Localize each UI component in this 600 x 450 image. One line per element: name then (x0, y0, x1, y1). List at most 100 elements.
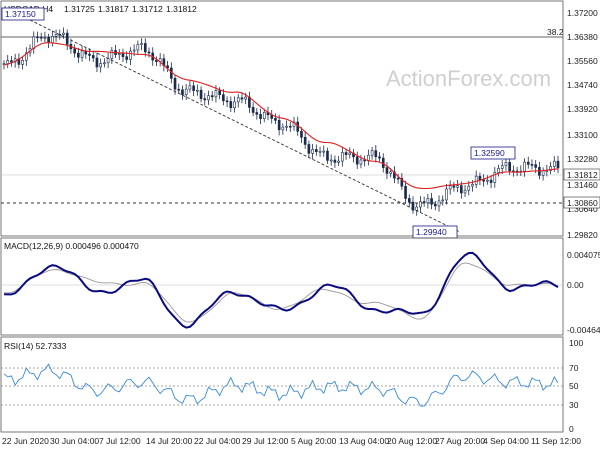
x-tick: 22 Jun 2020 (2, 436, 49, 446)
rsi-y-tick: 70 (569, 363, 579, 373)
candle (99, 58, 102, 73)
candle-body (259, 114, 262, 119)
candle-body (411, 201, 415, 211)
candle-body (32, 36, 36, 49)
candle (158, 53, 162, 67)
candle (497, 164, 500, 177)
price-y-tick: 1.35560 (567, 56, 598, 66)
candle (51, 30, 54, 47)
candle (318, 146, 322, 157)
rsi-panel-frame (0, 336, 564, 433)
candle (266, 106, 270, 121)
macd-signal-line (3, 262, 559, 323)
rsi-y-tick: 100 (569, 338, 583, 348)
candle (259, 108, 262, 125)
candle-body (155, 59, 158, 62)
candle (400, 173, 404, 190)
candle (155, 56, 158, 67)
candle-body (549, 166, 552, 171)
candle-body (463, 189, 467, 194)
candle-body (281, 126, 285, 131)
candle-body (210, 95, 214, 98)
candle (210, 91, 214, 102)
candle (348, 147, 352, 159)
candle (233, 96, 236, 113)
macd-panel: MACD(12,26,9) 0.000496 0.000470 0.004075… (0, 237, 600, 336)
candle (456, 179, 459, 193)
candle (199, 86, 203, 103)
candle (523, 158, 526, 177)
candle-body (91, 55, 95, 59)
candle-body (6, 60, 10, 64)
candle (262, 108, 266, 123)
x-tick: 20 Aug 12:00 (387, 436, 437, 446)
candle-body (43, 37, 47, 39)
candle (437, 195, 441, 212)
x-tick: 27 Aug 20:00 (435, 436, 485, 446)
candle-body (196, 89, 199, 92)
candle (129, 47, 132, 66)
candle-body (255, 112, 259, 115)
candle (103, 58, 106, 68)
candle-body (214, 90, 218, 98)
annotation-low: 1.29940 (412, 225, 458, 239)
x-tick: 5 Aug 20:00 (291, 436, 337, 446)
price-y-tick: 1.36380 (567, 32, 598, 42)
support-price-marker: 1.30860 (563, 196, 600, 209)
candle (445, 183, 448, 205)
price-y-tick: 1.37200 (567, 8, 598, 18)
price-header-open: 1.31725 (64, 4, 95, 14)
candle (407, 194, 411, 208)
candle (162, 53, 166, 72)
candle (549, 161, 552, 175)
candle (222, 89, 225, 106)
candle-body (188, 85, 192, 90)
candle-body (203, 98, 207, 101)
candle-body (337, 160, 340, 163)
candle-body (322, 150, 326, 153)
candle (486, 175, 489, 185)
candle (80, 45, 84, 62)
candle-body (385, 167, 389, 174)
candle-body (117, 53, 121, 55)
candle (136, 40, 140, 55)
candle-body (262, 112, 266, 119)
candle-body (199, 89, 203, 99)
candle (500, 160, 504, 174)
candle (374, 145, 378, 163)
candle-body (407, 198, 411, 203)
candle-body (103, 62, 106, 65)
candle-body (478, 175, 482, 181)
rsi-y-tick: 30 (569, 400, 579, 410)
candle (504, 157, 508, 171)
candle (54, 29, 58, 42)
candle (140, 38, 143, 51)
candle-body (482, 179, 485, 182)
candle (77, 47, 80, 63)
annotation-high-text: 1.37150 (5, 9, 36, 19)
candle (207, 90, 210, 105)
candle (326, 147, 329, 165)
candle (333, 155, 337, 168)
candle (274, 113, 277, 125)
price-y-axis: 1.37200 1.36380 1.35560 1.34740 1.33920 … (567, 8, 598, 240)
candle-body (556, 160, 560, 169)
candle-body (65, 32, 69, 45)
candle-body (129, 50, 132, 60)
candle-body (526, 161, 530, 165)
candle (363, 155, 366, 167)
candle (452, 181, 456, 192)
macd-panel-frame (0, 237, 564, 336)
candle (240, 92, 244, 104)
candle (177, 83, 181, 94)
candle-body (184, 88, 188, 95)
candle (344, 148, 348, 160)
candle-body (541, 170, 545, 176)
candle (448, 180, 452, 195)
macd-y-tick: 0.00 (567, 280, 584, 290)
candle (288, 121, 292, 132)
candle-body (54, 34, 58, 37)
candle (95, 52, 99, 73)
candle-body (300, 131, 303, 138)
candle (556, 155, 560, 174)
